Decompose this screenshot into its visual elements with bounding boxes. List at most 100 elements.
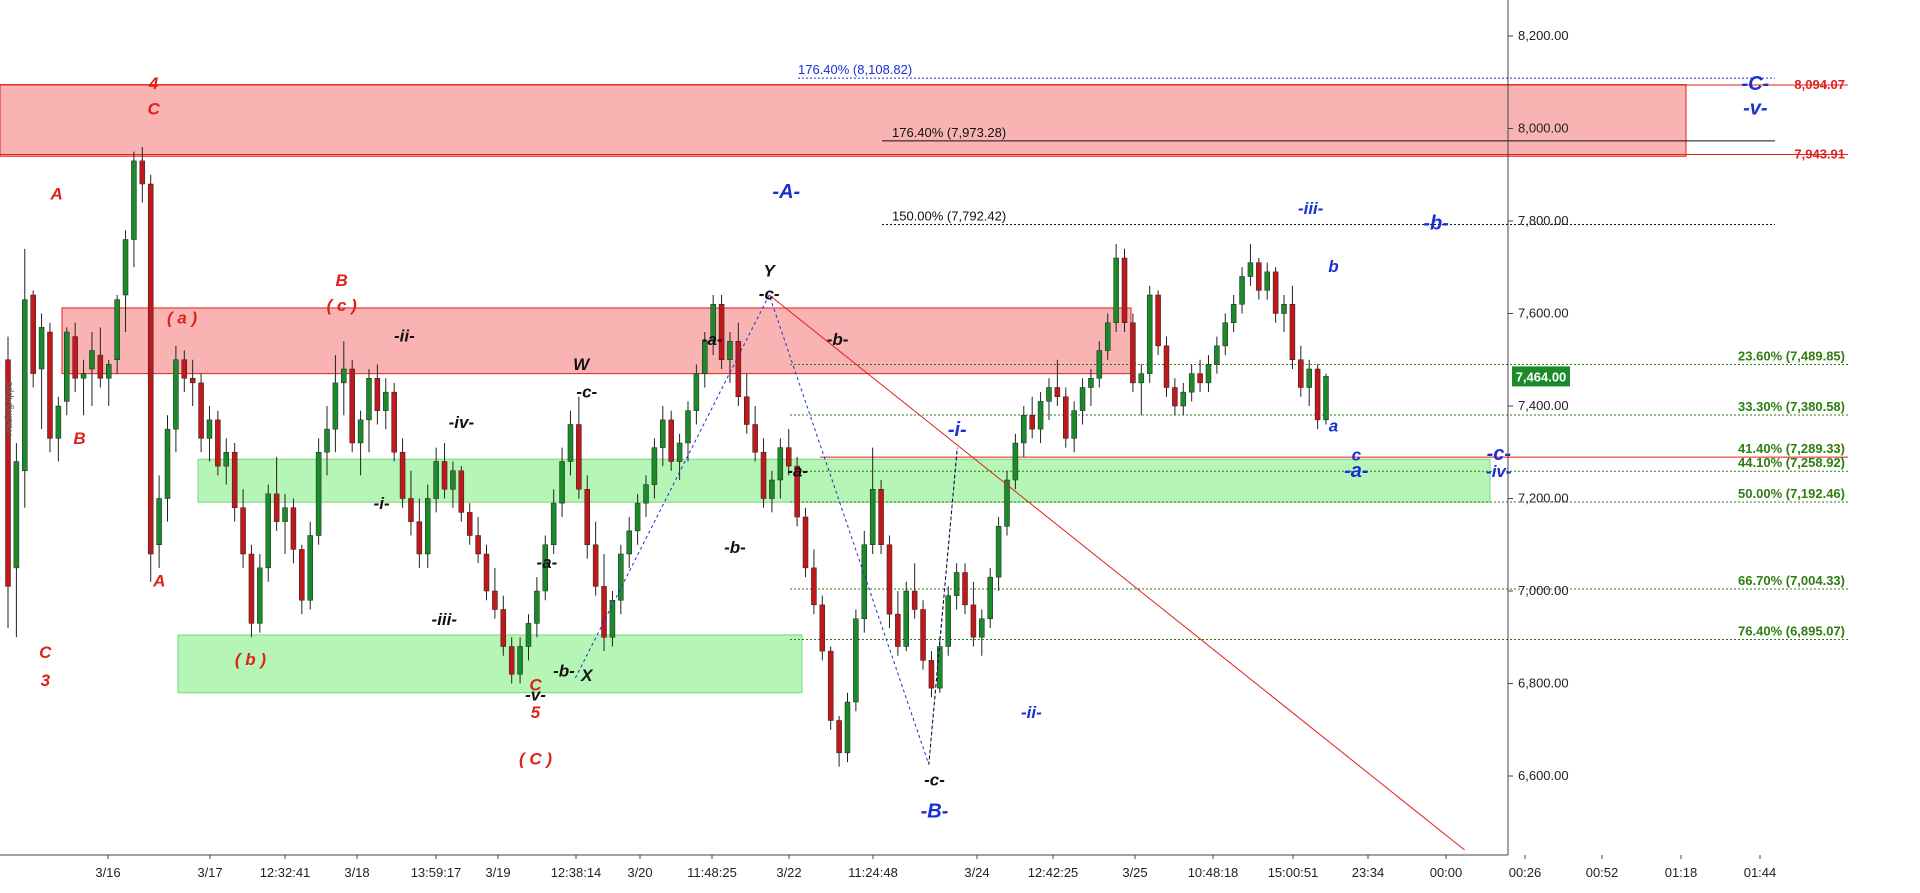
candle-body [550,502,557,545]
candle-body [38,327,45,370]
candle-body [324,428,330,453]
fib-label: 50.00% (7,192.46) [1738,486,1845,501]
candle-body [89,350,95,370]
x-tick-label: 01:18 [1665,865,1698,880]
candle-body [408,498,414,522]
candle-body [500,609,507,647]
candle-body [794,465,800,518]
zone-support [177,634,803,694]
candle-body [744,396,750,425]
wave-label: -b- [827,330,849,349]
y-tick-label: 8,200.00 [1518,28,1569,43]
wave-label: 4 [148,74,159,93]
candle-body [349,368,355,444]
candle-body [811,567,817,606]
zone-resistance [61,307,1132,375]
candle-body [1029,415,1035,430]
candle-body [1180,391,1187,407]
candle-body [878,489,884,545]
candle-body [928,660,935,689]
candle-body [441,461,448,490]
candle-body [47,331,53,439]
candle-body [1222,322,1229,347]
y-tick-label: 8,000.00 [1518,121,1569,136]
candle-body [466,512,473,536]
candle-body [861,544,868,619]
candle-body [953,572,960,596]
fib-label: 176.40% (7,973.28) [892,125,1006,140]
candle-body [1306,368,1312,388]
candle-body [164,428,171,499]
candle-body [987,576,993,619]
candle-body [785,447,792,467]
candle-body [1096,350,1103,379]
candle-body [1079,387,1086,411]
candle-body [139,160,146,185]
candle-body [341,368,347,384]
x-tick-label: 11:24:48 [848,865,898,880]
wave-label: Y [764,262,777,281]
fib-label: 23.60% (7,489.85) [1738,348,1845,363]
candle-body [979,618,985,638]
watermark-text: TradingApps [4,382,15,438]
wave-label: -iii- [1298,199,1324,218]
candle-body [458,470,465,513]
wave-label: 3 [41,671,51,690]
x-tick-label: 3/25 [1122,865,1147,880]
candle-body [198,382,204,439]
wave-label: -b- [553,662,575,681]
candle-body [156,498,162,545]
x-tick-label: 3/19 [485,865,510,880]
wave-label: -v- [1743,98,1768,120]
x-tick-label: 12:38:14 [551,865,602,880]
wave-label: W [573,355,591,374]
candle-body [215,419,221,467]
candle-body [1172,387,1178,407]
axes-layer: 8,200.00 8,000.00 7,800.00 7,600.00 7,400.00… [0,0,1776,880]
candle-body [676,442,683,462]
candle-body [1146,294,1153,374]
x-tick-label: 3/17 [197,865,222,880]
candle-body [660,419,666,448]
y-tick-label: 6,600.00 [1518,768,1569,783]
candle-body [1323,376,1329,421]
candle-body [30,294,36,374]
candle-body [508,646,515,675]
candle-body [105,364,112,379]
candle-body [1088,378,1094,388]
candle-body [727,341,733,360]
watermark-logo: TradingApps [4,382,15,438]
wave-path [928,447,958,765]
candle-body [114,299,120,360]
candle-body [433,461,439,499]
wave-label: -b- [1423,212,1449,234]
wave-label: c [1352,446,1362,465]
candle-body [122,239,129,296]
candle-body [1021,415,1027,444]
candle-body [1214,345,1220,365]
candle-body [206,419,213,439]
candle-body [273,493,280,522]
candle-body [710,304,716,342]
candle-body [937,646,943,689]
wave-label: -iv- [1486,462,1512,481]
wave-label: -ii- [1021,703,1042,722]
candle-body [1063,396,1069,439]
candle-body [970,604,977,638]
candle-body [55,405,62,439]
price-level-label: 8,094.07 [1794,77,1845,92]
y-tick-label: 7,600.00 [1518,306,1569,321]
candle-body [752,424,758,453]
candle-body [1054,387,1061,397]
candle-body [1012,442,1019,481]
wave-label: -ii- [394,326,415,345]
x-tick-label: 23:34 [1352,865,1385,880]
fib-levels-layer: 176.40% (8,108.82) 176.40% (7,973.28) 150.… [0,62,1848,641]
wave-label: -a- [537,553,558,572]
candle-body [760,452,767,499]
candle-body [231,452,238,508]
wave-label: -b- [724,538,746,557]
y-tick-label: 6,800.00 [1518,676,1569,691]
candle-body [416,521,423,555]
candle-body [475,535,481,555]
